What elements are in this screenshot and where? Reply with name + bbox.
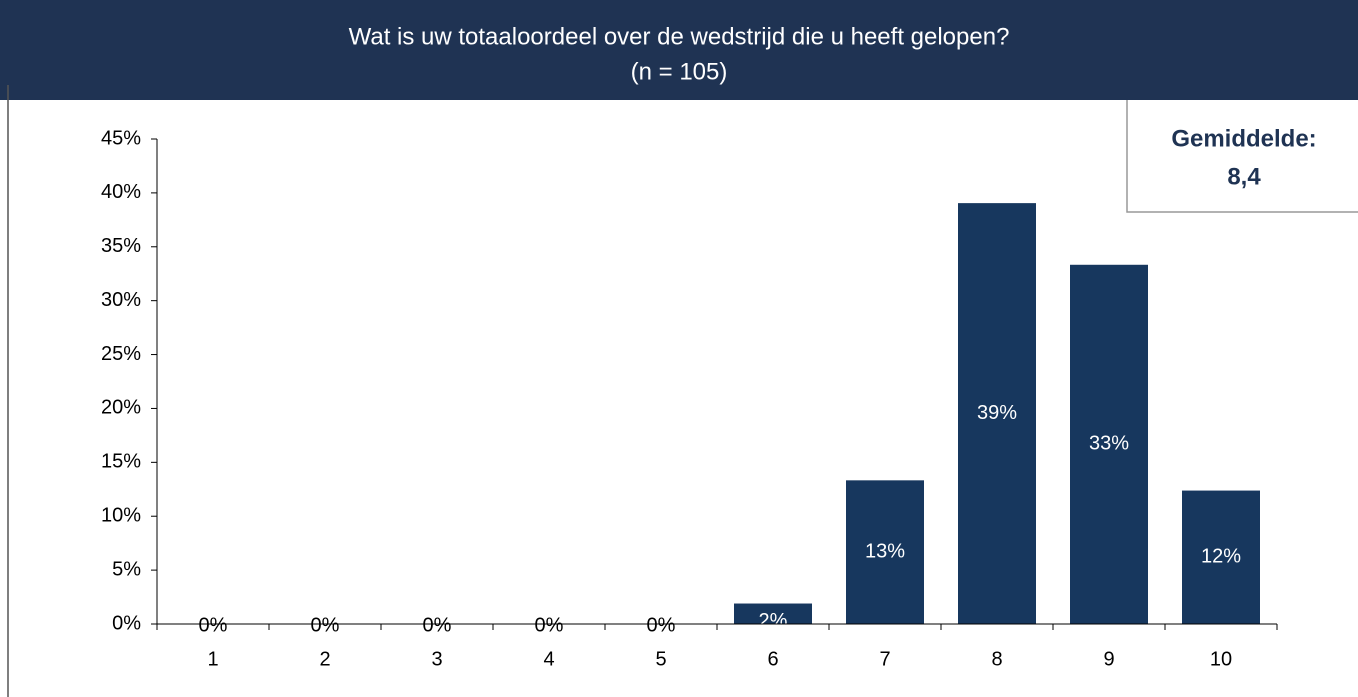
x-tick-label: 9 xyxy=(1103,648,1114,670)
y-tick-label: 0% xyxy=(112,612,141,634)
y-tick-label: 15% xyxy=(101,451,141,473)
data-label: 0% xyxy=(423,614,452,636)
data-label: 13% xyxy=(865,540,905,562)
x-tick-label: 8 xyxy=(991,648,1002,670)
data-label: 0% xyxy=(535,614,564,636)
data-label: 0% xyxy=(311,614,340,636)
y-tick-label: 45% xyxy=(101,127,141,149)
y-tick-label: 20% xyxy=(101,397,141,419)
annotation-value: 8,4 xyxy=(1227,163,1261,190)
annotation-box xyxy=(1126,100,1358,213)
header-band xyxy=(0,0,1358,100)
data-label: 0% xyxy=(199,614,228,636)
data-label: 2% xyxy=(759,610,788,632)
y-tick-label: 10% xyxy=(101,505,141,527)
x-tick-label: 1 xyxy=(207,648,218,670)
bar xyxy=(734,603,812,624)
y-tick-label: 35% xyxy=(101,235,141,257)
data-label: 12% xyxy=(1201,546,1241,568)
chart-subtitle: (n = 105) xyxy=(631,58,728,85)
x-tick-label: 6 xyxy=(767,648,778,670)
y-tick-label: 40% xyxy=(101,181,141,203)
bar xyxy=(846,480,924,624)
y-tick-label: 5% xyxy=(112,558,141,580)
x-tick-label: 5 xyxy=(655,648,666,670)
y-tick-label: 25% xyxy=(101,343,141,365)
bar xyxy=(958,203,1036,624)
y-tick-label: 30% xyxy=(101,289,141,311)
data-label: 39% xyxy=(977,402,1017,424)
annotation-label: Gemiddelde: xyxy=(1171,125,1316,152)
chart-title: Wat is uw totaaloordeel over de wedstrij… xyxy=(349,23,1010,50)
x-tick-label: 7 xyxy=(879,648,890,670)
x-tick-label: 10 xyxy=(1210,648,1232,670)
x-tick-label: 3 xyxy=(431,648,442,670)
data-label: 0% xyxy=(647,614,676,636)
data-label: 33% xyxy=(1089,433,1129,455)
x-tick-label: 2 xyxy=(319,648,330,670)
bar xyxy=(1070,264,1148,624)
bar xyxy=(1182,490,1260,624)
x-tick-label: 4 xyxy=(543,648,554,670)
